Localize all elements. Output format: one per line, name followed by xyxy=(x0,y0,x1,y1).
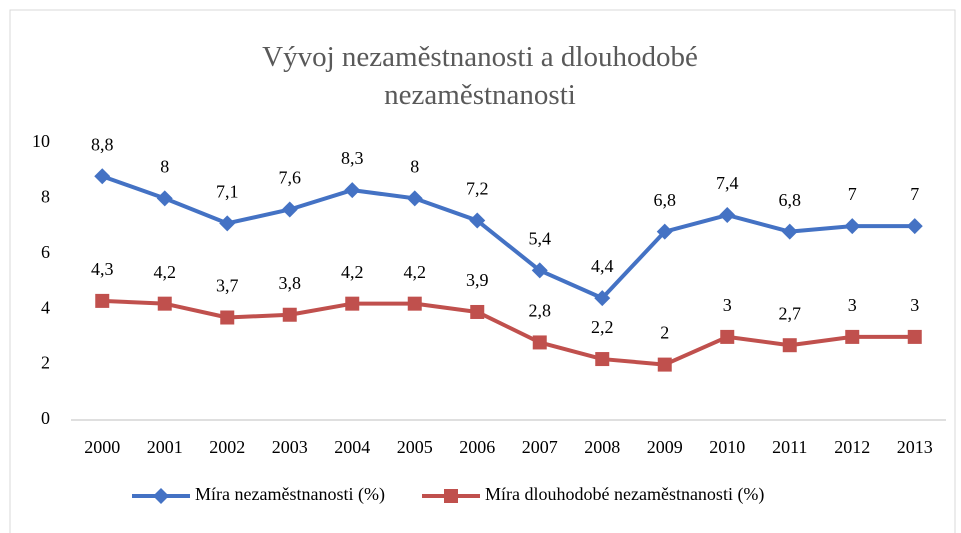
data-label: 3,7 xyxy=(216,276,239,296)
data-label: 5,4 xyxy=(529,229,552,249)
data-point xyxy=(345,296,360,311)
data-point xyxy=(844,218,861,235)
data-label: 2,2 xyxy=(591,317,614,337)
x-tick-label: 2001 xyxy=(147,437,183,457)
data-point xyxy=(782,338,797,353)
data-label: 4,2 xyxy=(154,262,177,282)
data-label: 3 xyxy=(723,295,732,315)
x-tick-label: 2003 xyxy=(272,437,308,457)
data-label: 2,7 xyxy=(779,303,802,323)
data-point xyxy=(281,201,298,218)
data-point xyxy=(657,357,672,372)
data-label: 7,6 xyxy=(279,168,302,188)
data-point xyxy=(95,293,110,308)
chart-border xyxy=(9,9,956,533)
data-point xyxy=(845,329,860,344)
legend-label: Míra nezaměstnanosti (%) xyxy=(195,484,385,505)
x-tick-label: 2011 xyxy=(772,437,807,457)
data-point xyxy=(595,352,610,367)
chart-title: Vývoj nezaměstnanosti a dlouhodobé nezam… xyxy=(262,41,698,111)
data-point xyxy=(407,296,422,311)
y-tick-label: 10 xyxy=(32,131,50,151)
x-tick-label: 2012 xyxy=(834,437,870,457)
data-point xyxy=(469,212,486,229)
x-tick-label: 2013 xyxy=(897,437,933,457)
data-label: 8 xyxy=(160,157,169,177)
x-tick-label: 2006 xyxy=(459,437,495,457)
x-tick-label: 2005 xyxy=(397,437,433,457)
data-label: 3,9 xyxy=(466,270,489,290)
x-tick-label: 2007 xyxy=(522,437,558,457)
legend-label: Míra dlouhodobé nezaměstnanosti (%) xyxy=(485,484,764,505)
x-tick-label: 2009 xyxy=(647,437,683,457)
series-line xyxy=(101,174,915,301)
data-point xyxy=(532,335,547,350)
series-line xyxy=(102,298,915,367)
data-label: 8 xyxy=(410,157,419,177)
y-tick-label: 6 xyxy=(41,242,50,262)
data-label: 8,8 xyxy=(91,134,114,154)
y-tick-label: 2 xyxy=(41,353,50,373)
data-label: 4,3 xyxy=(91,259,114,279)
data-label: 4,2 xyxy=(404,262,427,282)
data-point xyxy=(282,307,297,322)
x-tick-label: 2000 xyxy=(84,437,120,457)
data-point xyxy=(720,329,735,344)
data-point xyxy=(470,304,485,319)
data-point xyxy=(344,182,361,199)
data-label: 4,2 xyxy=(341,262,364,282)
data-label: 3 xyxy=(848,295,857,315)
data-point xyxy=(157,296,172,311)
data-point xyxy=(531,262,548,279)
legend-marker xyxy=(444,489,458,503)
data-label: 8,3 xyxy=(341,148,364,168)
y-tick-label: 4 xyxy=(41,297,50,317)
data-point xyxy=(906,218,923,235)
data-label: 3,8 xyxy=(279,273,302,293)
x-tick-label: 2004 xyxy=(334,437,370,457)
data-label: 2 xyxy=(660,323,669,343)
data-label: 3 xyxy=(910,295,919,315)
data-point xyxy=(156,190,173,207)
data-label: 7,1 xyxy=(216,181,239,201)
data-label: 2,8 xyxy=(529,301,552,321)
data-point xyxy=(406,190,423,207)
data-point xyxy=(781,223,798,240)
x-tick-label: 2008 xyxy=(584,437,620,457)
data-label: 7 xyxy=(910,184,919,204)
data-point xyxy=(94,168,111,185)
data-point xyxy=(719,207,736,224)
data-point xyxy=(594,290,611,307)
y-tick-label: 8 xyxy=(41,187,50,207)
data-label: 7,4 xyxy=(716,173,739,193)
x-tick-label: 2002 xyxy=(209,437,245,457)
legend-marker xyxy=(153,488,169,504)
data-label: 4,4 xyxy=(591,256,614,276)
data-label: 7,2 xyxy=(466,179,489,199)
x-tick-label: 2010 xyxy=(709,437,745,457)
data-label: 7 xyxy=(848,184,857,204)
data-label: 6,8 xyxy=(779,190,802,210)
data-point xyxy=(220,310,235,325)
data-point xyxy=(219,215,236,232)
y-tick-label: 0 xyxy=(41,408,50,428)
data-point xyxy=(656,223,673,240)
data-point xyxy=(907,329,922,344)
data-label: 6,8 xyxy=(654,190,677,210)
